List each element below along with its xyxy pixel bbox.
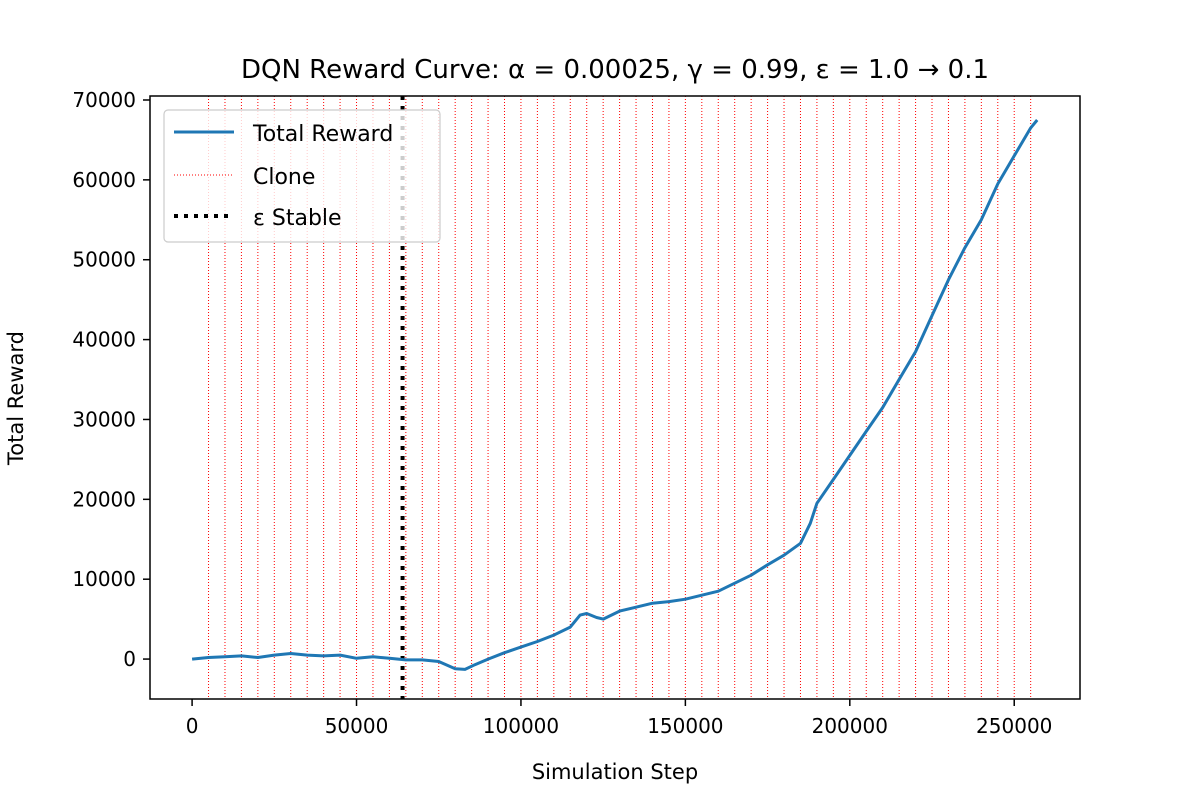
y-axis: 0 10000 20000 30000 40000 50000 60000 70000	[72, 88, 150, 671]
x-tick-label: 200000	[812, 714, 888, 738]
y-tick-label: 70000	[72, 88, 136, 112]
total-reward-line	[191, 119, 1039, 671]
y-axis-title: Total Reward	[4, 331, 28, 466]
x-tick-label: 150000	[647, 714, 723, 738]
x-axis-title: Simulation Step	[532, 760, 698, 784]
legend-label-total-reward: Total Reward	[252, 122, 393, 147]
chart-title: DQN Reward Curve: α = 0.00025, γ = 0.99,…	[241, 55, 989, 85]
legend: Total Reward Clone ε Stable	[163, 109, 441, 243]
x-tick-label: 250000	[976, 714, 1052, 738]
plot-frame	[149, 95, 1081, 700]
y-tick-label: 20000	[72, 487, 136, 511]
x-tick-label: 100000	[483, 714, 559, 738]
y-tick-label: 40000	[72, 328, 136, 352]
legend-box	[163, 109, 441, 243]
legend-label-epsilon-stable: ε Stable	[253, 206, 342, 231]
x-axis: 0 50000 100000 150000 200000 250000	[186, 699, 1052, 738]
y-tick-label: 0	[123, 647, 136, 671]
reward-line-group	[191, 119, 1039, 671]
y-tick-label: 50000	[72, 248, 136, 272]
x-tick-label: 0	[186, 714, 199, 738]
y-tick-label: 60000	[72, 168, 136, 192]
x-tick-label: 50000	[325, 714, 389, 738]
legend-label-clone: Clone	[253, 165, 315, 190]
y-tick-label: 30000	[72, 407, 136, 431]
y-tick-label: 10000	[72, 567, 136, 591]
